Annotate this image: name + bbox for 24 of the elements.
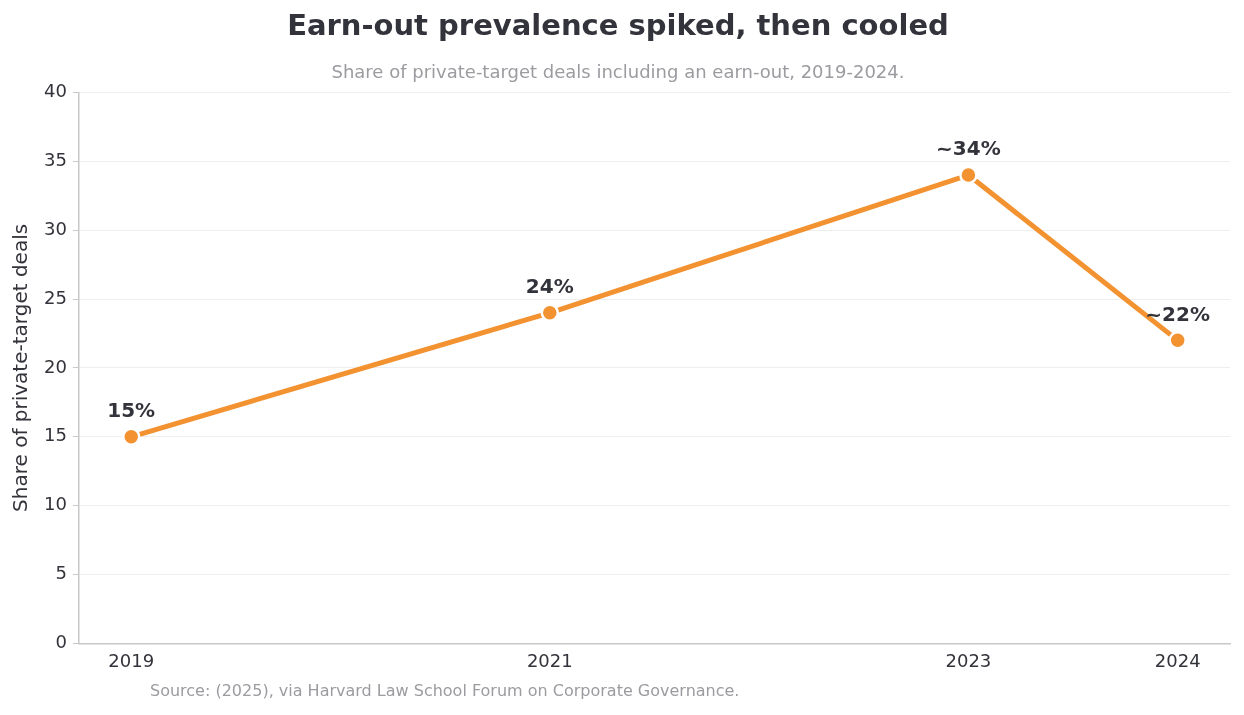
data-label: 15% [107,397,156,422]
x-tick-label: 2023 [945,649,992,671]
y-tick-label: 0 [55,631,67,653]
y-tick-label: 20 [44,355,67,377]
chart-subtitle: Share of private-target deals including an earn-out, 2019-2024. [331,61,905,83]
point [540,303,560,323]
y-axis-title: Share of private-target deals [8,223,33,512]
x-tick-label: 2019 [108,649,155,671]
y-tick-label: 15 [44,424,67,446]
x-tick-label: 2021 [526,649,573,671]
chart-title: Earn-out prevalence spiked, then cooled [287,7,949,42]
source-note: Source: (2025), via Harvard Law School Forum on Corporate Governance. [150,681,740,700]
y-tick-label: 40 [44,80,67,102]
y-tick-label: 25 [44,286,67,308]
y-tick-label: 35 [44,148,67,170]
y-tick-label: 10 [44,493,67,515]
point [959,165,978,185]
y-tick-label: 30 [44,217,67,239]
data-label: ~34% [936,136,1001,161]
point [121,427,141,447]
x-tick-label: 2024 [1154,649,1201,671]
y-tick-label: 5 [55,562,67,584]
data-label: ~22% [1145,301,1210,326]
data-label: 24% [525,274,574,298]
